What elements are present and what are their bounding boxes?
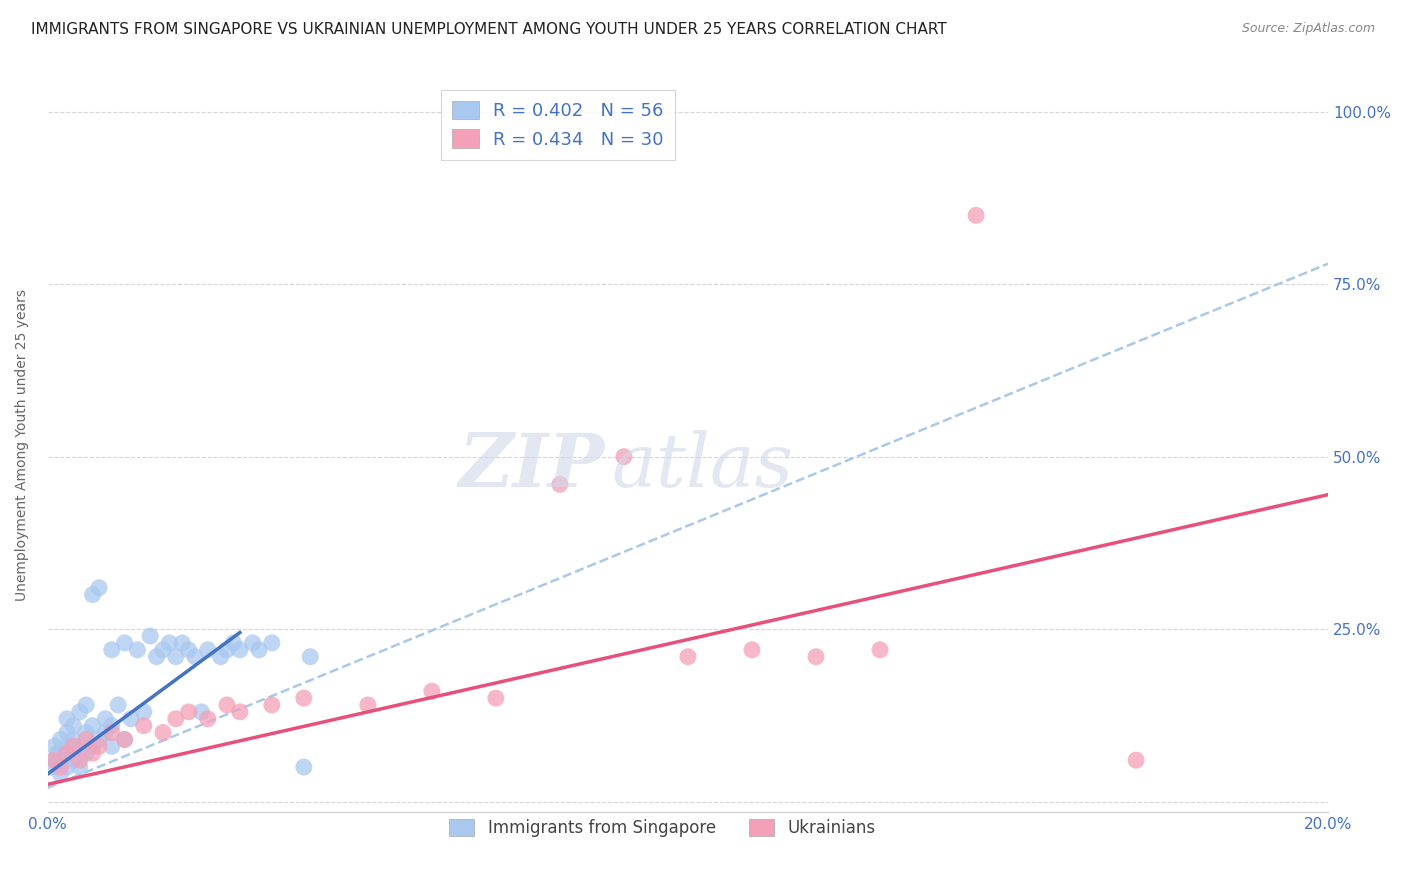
Point xyxy=(44,753,66,767)
Point xyxy=(965,208,987,222)
Y-axis label: Unemployment Among Youth under 25 years: Unemployment Among Youth under 25 years xyxy=(15,289,30,600)
Point xyxy=(292,760,315,774)
Point xyxy=(56,712,79,726)
Point xyxy=(62,719,84,733)
Point xyxy=(215,698,238,712)
Legend: Immigrants from Singapore, Ukrainians: Immigrants from Singapore, Ukrainians xyxy=(443,813,882,844)
Point xyxy=(100,739,122,754)
Point xyxy=(87,739,110,754)
Point xyxy=(132,705,155,719)
Point xyxy=(56,725,79,739)
Text: Source: ZipAtlas.com: Source: ZipAtlas.com xyxy=(1241,22,1375,36)
Point xyxy=(197,712,219,726)
Text: ZIP: ZIP xyxy=(458,431,605,503)
Point xyxy=(94,712,117,726)
Point xyxy=(114,732,136,747)
Point xyxy=(177,642,200,657)
Point xyxy=(100,719,122,733)
Point xyxy=(100,642,122,657)
Point xyxy=(56,746,79,760)
Point xyxy=(87,732,110,747)
Point xyxy=(75,725,97,739)
Point xyxy=(114,636,136,650)
Point xyxy=(62,732,84,747)
Point xyxy=(44,739,66,754)
Point xyxy=(82,739,104,754)
Point xyxy=(247,642,270,657)
Point xyxy=(165,712,187,726)
Point xyxy=(229,642,252,657)
Point xyxy=(44,753,66,767)
Point xyxy=(299,649,322,664)
Point xyxy=(242,636,264,650)
Point xyxy=(804,649,827,664)
Point xyxy=(120,712,142,726)
Point xyxy=(676,649,699,664)
Point xyxy=(127,642,149,657)
Point xyxy=(75,746,97,760)
Point xyxy=(107,698,129,712)
Point xyxy=(190,705,212,719)
Point xyxy=(49,760,72,774)
Text: IMMIGRANTS FROM SINGAPORE VS UKRAINIAN UNEMPLOYMENT AMONG YOUTH UNDER 25 YEARS C: IMMIGRANTS FROM SINGAPORE VS UKRAINIAN U… xyxy=(31,22,946,37)
Point xyxy=(177,705,200,719)
Point xyxy=(56,739,79,754)
Point xyxy=(292,691,315,706)
Point xyxy=(82,719,104,733)
Point xyxy=(82,588,104,602)
Point xyxy=(229,705,252,719)
Point xyxy=(69,760,91,774)
Point xyxy=(94,725,117,739)
Point xyxy=(152,725,174,739)
Point xyxy=(215,642,238,657)
Point xyxy=(197,642,219,657)
Point xyxy=(132,719,155,733)
Point xyxy=(184,649,207,664)
Point xyxy=(209,649,232,664)
Point xyxy=(39,760,62,774)
Point xyxy=(62,753,84,767)
Point xyxy=(613,450,636,464)
Point xyxy=(420,684,443,698)
Point xyxy=(100,725,122,739)
Point xyxy=(172,636,194,650)
Point xyxy=(260,698,283,712)
Point xyxy=(82,746,104,760)
Text: atlas: atlas xyxy=(612,431,793,503)
Point xyxy=(69,705,91,719)
Point xyxy=(548,477,571,491)
Point xyxy=(165,649,187,664)
Point xyxy=(87,581,110,595)
Point xyxy=(56,760,79,774)
Point xyxy=(75,732,97,747)
Point xyxy=(869,642,891,657)
Point xyxy=(49,767,72,781)
Point xyxy=(357,698,380,712)
Point xyxy=(222,636,245,650)
Point xyxy=(145,649,167,664)
Point xyxy=(485,691,508,706)
Point xyxy=(75,698,97,712)
Point xyxy=(52,753,75,767)
Point xyxy=(114,732,136,747)
Point xyxy=(49,732,72,747)
Point xyxy=(741,642,763,657)
Point xyxy=(152,642,174,657)
Point xyxy=(46,746,69,760)
Point xyxy=(69,739,91,754)
Point xyxy=(69,753,91,767)
Point xyxy=(62,739,84,754)
Point xyxy=(157,636,180,650)
Point xyxy=(139,629,162,643)
Point xyxy=(1125,753,1147,767)
Point xyxy=(260,636,283,650)
Point xyxy=(49,746,72,760)
